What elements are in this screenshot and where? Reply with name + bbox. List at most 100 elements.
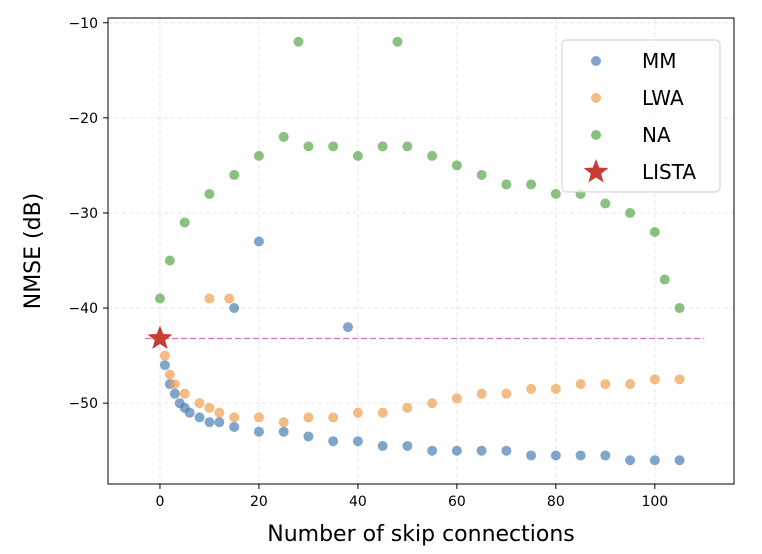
- data-point-na: [674, 303, 685, 314]
- data-point-lwa: [229, 412, 240, 423]
- plot-frame: [107, 17, 735, 485]
- data-point-mm: [184, 407, 195, 418]
- x-tick-label: 40: [349, 494, 367, 510]
- data-point-lwa: [328, 412, 339, 423]
- data-point-na: [625, 207, 636, 218]
- data-point-mm: [328, 436, 339, 447]
- data-point-mm: [674, 455, 685, 466]
- data-point-lwa: [204, 402, 215, 413]
- data-point-na: [392, 36, 403, 47]
- data-point-na: [204, 188, 215, 199]
- data-point-mm: [214, 417, 225, 428]
- data-point-na: [550, 188, 561, 199]
- data-point-na: [501, 179, 512, 190]
- data-point-na: [229, 169, 240, 180]
- data-points: [147, 36, 685, 466]
- data-point-na: [154, 293, 165, 304]
- data-point-na: [253, 150, 264, 161]
- data-point-mm: [159, 360, 170, 371]
- data-point-na: [278, 131, 289, 142]
- data-point-mm: [526, 450, 537, 461]
- data-point-lwa: [303, 412, 314, 423]
- y-tick-label: −50: [68, 396, 98, 412]
- data-point-mm: [476, 445, 487, 456]
- data-point-mm: [600, 450, 611, 461]
- data-point-mm: [625, 455, 636, 466]
- data-point-mm: [550, 450, 561, 461]
- x-tick-label: 100: [641, 494, 668, 510]
- data-point-lwa: [159, 350, 170, 361]
- data-point-lwa: [402, 402, 413, 413]
- data-point-na: [293, 36, 304, 47]
- data-point-lwa: [526, 383, 537, 394]
- data-point-na: [328, 141, 339, 152]
- data-point-lwa: [377, 407, 388, 418]
- data-point-mm: [194, 412, 205, 423]
- data-point-lwa: [501, 388, 512, 399]
- data-point-na: [649, 226, 660, 237]
- data-point-mm: [352, 436, 363, 447]
- data-point-lwa: [253, 412, 264, 423]
- data-point-lista: [147, 325, 173, 349]
- legend-label-na: NA: [642, 123, 671, 147]
- data-point-lwa: [164, 369, 175, 380]
- data-point-lwa: [352, 407, 363, 418]
- legend-box: [561, 39, 721, 193]
- data-point-mm: [575, 450, 586, 461]
- data-point-mm: [253, 426, 264, 437]
- data-point-mm: [451, 445, 462, 456]
- data-point-lwa: [550, 383, 561, 394]
- data-point-mm: [427, 445, 438, 456]
- data-point-na: [402, 141, 413, 152]
- data-point-mm: [253, 236, 264, 247]
- legend-label-lwa: LWA: [642, 86, 684, 110]
- data-point-lwa: [427, 398, 438, 409]
- legend-marker-lista: [583, 159, 609, 183]
- data-point-mm: [278, 426, 289, 437]
- data-point-mm: [169, 388, 180, 399]
- x-tick-label: 20: [250, 494, 268, 510]
- y-axis-title: NMSE (dB): [21, 193, 46, 310]
- data-point-na: [179, 217, 190, 228]
- data-point-mm: [229, 303, 240, 314]
- data-point-na: [164, 255, 175, 266]
- data-point-lwa: [169, 379, 180, 390]
- y-tick-label: −10: [68, 16, 98, 32]
- data-point-lwa: [625, 379, 636, 390]
- data-point-lwa: [194, 398, 205, 409]
- data-point-lwa: [649, 374, 660, 385]
- legend: MM LWA NA LISTA: [561, 39, 721, 193]
- data-point-mm: [501, 445, 512, 456]
- data-point-na: [427, 150, 438, 161]
- data-point-lwa: [451, 393, 462, 404]
- x-tick-label: 80: [547, 494, 565, 510]
- data-point-na: [451, 160, 462, 171]
- y-tick-label: −30: [68, 206, 98, 222]
- data-point-na: [600, 198, 611, 209]
- data-point-lwa: [204, 293, 215, 304]
- legend-marker-lwa: [591, 93, 601, 103]
- data-point-na: [526, 179, 537, 190]
- y-tick-label: −20: [68, 111, 98, 127]
- legend-label-mm: MM: [642, 49, 677, 73]
- y-tick-label: −40: [68, 301, 98, 317]
- data-point-lwa: [600, 379, 611, 390]
- data-point-lwa: [575, 379, 586, 390]
- data-point-na: [476, 169, 487, 180]
- data-point-mm: [303, 431, 314, 442]
- data-point-lwa: [214, 407, 225, 418]
- x-tick-label: 60: [448, 494, 466, 510]
- data-point-lwa: [674, 374, 685, 385]
- legend-marker-na: [591, 130, 601, 140]
- data-point-na: [352, 150, 363, 161]
- legend-marker-mm: [591, 56, 601, 66]
- data-point-mm: [402, 440, 413, 451]
- data-point-lwa: [476, 388, 487, 399]
- legend-label-lista: LISTA: [642, 160, 696, 184]
- data-point-na: [303, 141, 314, 152]
- data-point-lwa: [278, 417, 289, 428]
- data-point-mm: [343, 322, 354, 333]
- data-point-lwa: [179, 388, 190, 399]
- data-point-mm: [377, 440, 388, 451]
